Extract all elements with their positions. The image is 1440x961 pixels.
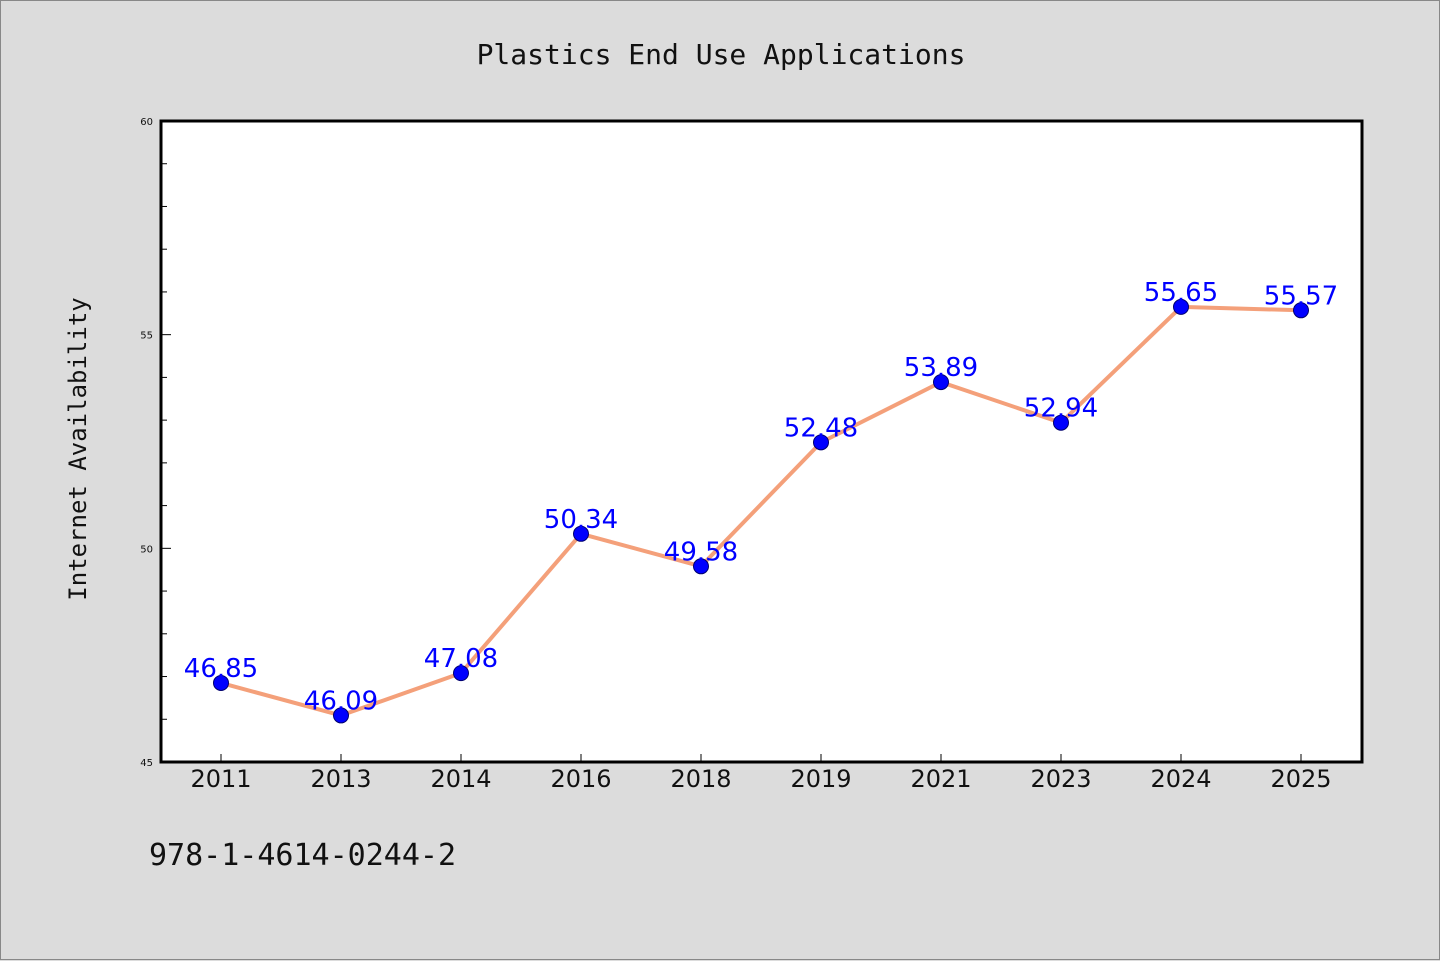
data-label: 46.09 [304,686,378,716]
data-label: 55.65 [1144,278,1218,308]
y-tick-label: 45 [140,758,153,769]
data-point [453,665,469,682]
series-line [213,298,1309,724]
y-axis-label: Internet Availability [64,297,92,600]
chart-title: Plastics End Use Applications [477,38,966,71]
data-label: 49.58 [664,537,738,567]
data-label: 52.94 [1024,394,1098,424]
x-tick-label: 2021 [910,765,971,793]
data-label: 55.57 [1264,281,1338,311]
data-point [1173,298,1189,315]
data-label: 53.89 [904,353,978,383]
y-tick-label: 55 [140,331,153,342]
series-path [219,304,1303,718]
plot-area [159,119,1364,764]
data-point [1053,414,1069,431]
data-labels: 46.85 46.09 47.08 50.34 49.58 52.48 53.89 52.94… [184,278,1338,717]
x-tick-label: 2018 [670,765,731,793]
x-tick-label: 2011 [190,765,251,793]
x-tick-label: 2013 [310,765,371,793]
x-tick-label: 2016 [550,765,611,793]
x-tick-label: 2014 [430,765,491,793]
x-tick-label: 2019 [790,765,851,793]
x-tick-label: 2024 [1150,765,1211,793]
data-point [333,707,349,724]
data-point [933,374,949,391]
data-label: 47.08 [424,644,498,674]
x-tick-label: 2025 [1270,765,1331,793]
x-axis: 2011 2013 2014 2016 2018 2019 2021 2023 2024 2025 [190,754,1332,793]
data-label: 46.85 [184,654,258,684]
data-point [213,674,229,691]
data-point [813,434,829,451]
y-tick-label: 60 [140,117,153,128]
data-point [693,558,709,575]
footer-code: 978-1-4614-0244-2 [149,838,456,873]
data-label: 52.48 [784,413,858,443]
x-tick-label: 2023 [1030,765,1091,793]
data-label: 50.34 [544,505,618,535]
y-tick-label: 50 [140,544,153,555]
data-point [573,525,589,542]
y-axis: 45 50 55 60 [140,117,171,769]
data-point [1293,302,1309,319]
